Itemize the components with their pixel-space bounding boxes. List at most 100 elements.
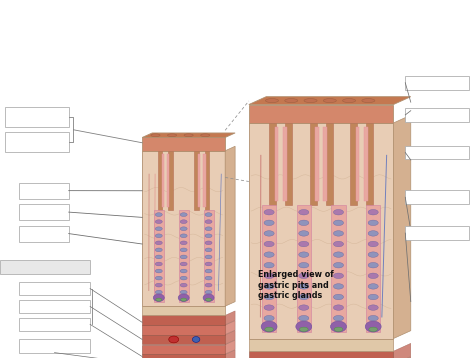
Ellipse shape — [368, 209, 378, 215]
Ellipse shape — [299, 315, 309, 321]
Ellipse shape — [201, 134, 210, 137]
Ellipse shape — [264, 305, 274, 310]
Polygon shape — [225, 146, 235, 306]
Bar — [168, 151, 173, 210]
Ellipse shape — [369, 327, 377, 332]
Ellipse shape — [180, 227, 187, 231]
Ellipse shape — [264, 273, 274, 279]
Bar — [142, 335, 225, 344]
Ellipse shape — [264, 284, 274, 289]
Bar — [162, 154, 164, 207]
Ellipse shape — [368, 220, 378, 226]
Ellipse shape — [333, 209, 344, 215]
Ellipse shape — [264, 294, 274, 300]
FancyBboxPatch shape — [19, 226, 69, 242]
Ellipse shape — [205, 269, 212, 273]
Ellipse shape — [334, 327, 343, 332]
Ellipse shape — [333, 252, 344, 257]
Ellipse shape — [205, 255, 212, 259]
Bar — [249, 105, 393, 123]
Bar — [366, 123, 373, 205]
Ellipse shape — [205, 283, 212, 287]
Ellipse shape — [265, 327, 273, 332]
Ellipse shape — [167, 134, 177, 137]
Bar — [285, 123, 292, 205]
Ellipse shape — [180, 276, 187, 280]
Bar — [326, 123, 333, 205]
Ellipse shape — [368, 252, 378, 257]
Bar — [323, 127, 327, 201]
Ellipse shape — [365, 321, 381, 332]
Ellipse shape — [299, 273, 309, 279]
Ellipse shape — [299, 326, 309, 332]
Ellipse shape — [178, 294, 189, 301]
Ellipse shape — [299, 241, 309, 247]
Polygon shape — [225, 340, 235, 354]
Ellipse shape — [155, 276, 162, 280]
FancyBboxPatch shape — [5, 132, 69, 152]
Ellipse shape — [285, 99, 298, 103]
Ellipse shape — [264, 241, 274, 247]
FancyBboxPatch shape — [405, 226, 469, 240]
Polygon shape — [225, 311, 235, 325]
Ellipse shape — [323, 99, 337, 103]
FancyBboxPatch shape — [19, 183, 69, 199]
Ellipse shape — [368, 284, 378, 289]
Ellipse shape — [368, 294, 378, 300]
Ellipse shape — [205, 241, 212, 245]
FancyBboxPatch shape — [19, 300, 90, 313]
Ellipse shape — [155, 290, 162, 294]
Bar — [315, 127, 319, 201]
Ellipse shape — [205, 248, 212, 252]
Ellipse shape — [155, 213, 162, 217]
Bar — [331, 205, 346, 332]
Ellipse shape — [153, 294, 164, 301]
Ellipse shape — [299, 252, 309, 257]
Ellipse shape — [333, 241, 344, 247]
Ellipse shape — [180, 290, 187, 294]
Ellipse shape — [205, 262, 212, 266]
Ellipse shape — [264, 326, 274, 332]
Bar — [142, 315, 225, 325]
Bar — [356, 127, 359, 201]
Bar — [142, 354, 225, 358]
Ellipse shape — [156, 298, 162, 301]
Ellipse shape — [299, 305, 309, 310]
Ellipse shape — [180, 283, 187, 287]
Ellipse shape — [181, 298, 187, 301]
Ellipse shape — [265, 99, 279, 103]
FancyBboxPatch shape — [405, 190, 469, 204]
Ellipse shape — [155, 241, 162, 245]
Ellipse shape — [205, 297, 212, 301]
Bar — [249, 351, 393, 358]
Ellipse shape — [299, 209, 309, 215]
Ellipse shape — [205, 290, 212, 294]
Ellipse shape — [180, 262, 187, 266]
Ellipse shape — [264, 220, 274, 226]
Bar — [310, 123, 317, 205]
Ellipse shape — [333, 305, 344, 310]
Ellipse shape — [304, 99, 317, 103]
Ellipse shape — [180, 269, 187, 273]
Ellipse shape — [155, 262, 162, 266]
Ellipse shape — [155, 227, 162, 231]
Ellipse shape — [180, 248, 187, 252]
Bar — [158, 151, 163, 210]
Ellipse shape — [368, 273, 378, 279]
Bar — [142, 325, 225, 335]
FancyBboxPatch shape — [405, 146, 469, 159]
Bar — [203, 210, 213, 301]
Ellipse shape — [300, 327, 308, 332]
Ellipse shape — [169, 336, 179, 343]
Ellipse shape — [368, 305, 378, 310]
Ellipse shape — [343, 99, 356, 103]
Ellipse shape — [206, 298, 211, 301]
Bar — [283, 127, 287, 201]
Ellipse shape — [180, 213, 187, 217]
Ellipse shape — [205, 220, 212, 223]
Bar — [249, 123, 393, 339]
Bar — [167, 154, 169, 207]
Ellipse shape — [333, 231, 344, 236]
Ellipse shape — [299, 220, 309, 226]
FancyBboxPatch shape — [5, 107, 69, 127]
